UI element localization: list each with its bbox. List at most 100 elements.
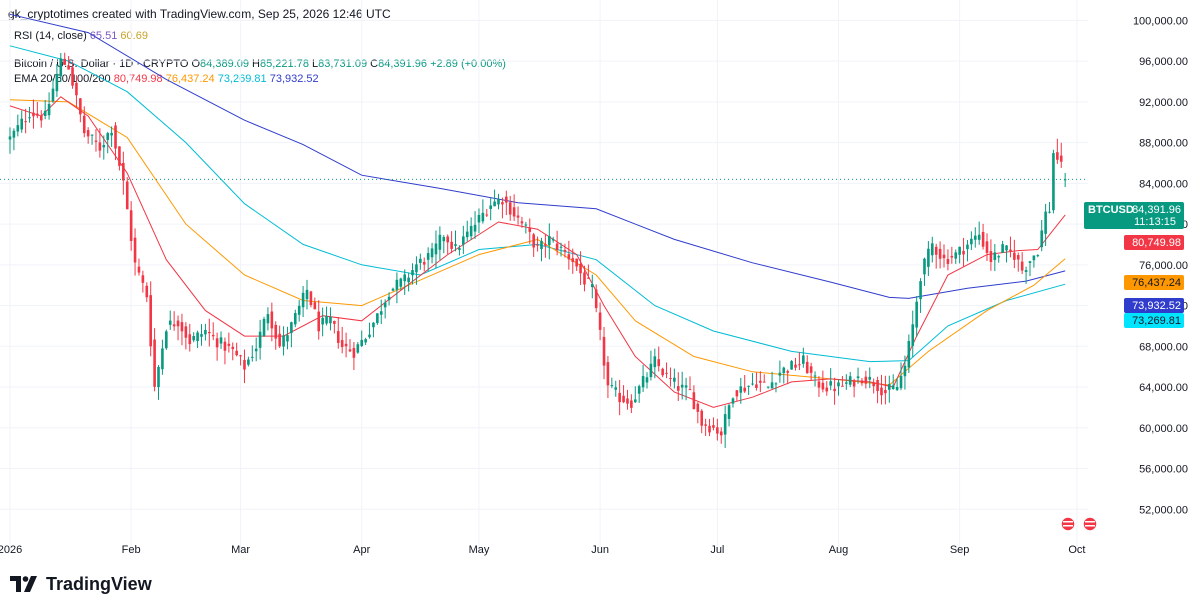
candle[interactable] xyxy=(544,234,547,258)
candle[interactable] xyxy=(399,277,403,290)
candle[interactable] xyxy=(383,299,387,319)
candle[interactable] xyxy=(473,211,477,239)
candle[interactable] xyxy=(1028,260,1032,277)
candle[interactable] xyxy=(747,385,750,395)
x-axis[interactable]: 2026 Feb Mar Apr May Jun Jul Aug Sep Oct xyxy=(0,544,1085,556)
candle[interactable] xyxy=(293,309,297,328)
candle[interactable] xyxy=(696,402,700,424)
candle[interactable] xyxy=(290,321,293,348)
candle[interactable] xyxy=(313,297,317,310)
candle[interactable] xyxy=(575,258,578,271)
candle[interactable] xyxy=(258,319,262,360)
candle[interactable] xyxy=(645,372,649,389)
candle[interactable] xyxy=(180,313,184,346)
candle[interactable] xyxy=(954,249,958,264)
candle[interactable] xyxy=(122,151,125,195)
candle[interactable] xyxy=(548,223,551,260)
candle[interactable] xyxy=(82,106,86,138)
candle[interactable] xyxy=(442,235,446,254)
candle[interactable] xyxy=(114,122,117,161)
candle[interactable] xyxy=(657,346,661,372)
candle[interactable] xyxy=(700,409,704,434)
candle[interactable] xyxy=(864,370,868,389)
candle[interactable] xyxy=(356,342,360,354)
candle[interactable] xyxy=(63,52,67,66)
candle[interactable] xyxy=(274,321,278,350)
candle[interactable] xyxy=(993,244,997,272)
candle[interactable] xyxy=(129,201,133,251)
candle[interactable] xyxy=(911,310,915,358)
candle[interactable] xyxy=(962,237,965,267)
candle[interactable] xyxy=(395,272,399,304)
ema-legend[interactable]: EMA 20/50/100/200 80,749.98 76,437.24 73… xyxy=(14,73,319,85)
candle[interactable] xyxy=(559,242,563,257)
candle[interactable] xyxy=(47,92,51,120)
candle[interactable] xyxy=(790,360,793,370)
candle[interactable] xyxy=(254,337,258,362)
candle[interactable] xyxy=(524,221,528,234)
candle[interactable] xyxy=(336,316,340,349)
candle[interactable] xyxy=(278,325,281,348)
candle[interactable] xyxy=(551,236,555,243)
candle[interactable] xyxy=(1059,142,1063,168)
candle[interactable] xyxy=(590,274,594,299)
candle[interactable] xyxy=(28,106,31,123)
tradingview-logo[interactable]: TradingView xyxy=(10,572,152,596)
candle[interactable] xyxy=(989,239,993,271)
candle[interactable] xyxy=(301,286,305,317)
candle[interactable] xyxy=(907,334,911,373)
candle[interactable] xyxy=(458,245,461,256)
candle[interactable] xyxy=(970,231,973,251)
candle[interactable] xyxy=(739,378,743,404)
candle[interactable] xyxy=(845,374,848,390)
candle[interactable] xyxy=(676,372,680,401)
candle[interactable] xyxy=(805,355,809,374)
candle[interactable] xyxy=(1052,149,1055,214)
candle[interactable] xyxy=(899,362,903,391)
candle[interactable] xyxy=(379,299,383,325)
candle[interactable] xyxy=(727,403,731,427)
candle[interactable] xyxy=(934,243,938,269)
candle[interactable] xyxy=(766,386,770,389)
candle[interactable] xyxy=(344,332,348,358)
candle[interactable] xyxy=(168,310,172,330)
candle[interactable] xyxy=(762,374,766,383)
candle[interactable] xyxy=(125,177,129,210)
candle[interactable] xyxy=(32,99,35,129)
candle[interactable] xyxy=(587,264,590,279)
candle[interactable] xyxy=(450,231,453,254)
candle[interactable] xyxy=(673,368,676,389)
candle[interactable] xyxy=(919,278,922,313)
candle[interactable] xyxy=(708,418,711,437)
candle[interactable] xyxy=(192,332,195,343)
candle[interactable] xyxy=(895,378,899,392)
candle[interactable] xyxy=(813,371,817,387)
candle[interactable] xyxy=(438,226,442,260)
candle[interactable] xyxy=(176,315,180,341)
candle[interactable] xyxy=(419,253,422,270)
candle[interactable] xyxy=(606,356,610,399)
candle[interactable] xyxy=(137,258,141,276)
candle[interactable] xyxy=(571,248,575,274)
candle[interactable] xyxy=(407,272,410,292)
candle[interactable] xyxy=(1032,255,1036,268)
candle[interactable] xyxy=(430,242,434,264)
candle[interactable] xyxy=(8,127,12,154)
candle[interactable] xyxy=(653,348,657,379)
candle[interactable] xyxy=(215,332,219,361)
candle[interactable] xyxy=(981,223,985,250)
candle[interactable] xyxy=(497,193,500,210)
candle[interactable] xyxy=(802,347,805,368)
candle[interactable] xyxy=(454,230,457,252)
candle[interactable] xyxy=(67,56,70,70)
candle[interactable] xyxy=(1013,239,1016,269)
candle[interactable] xyxy=(755,372,758,391)
candle[interactable] xyxy=(360,330,364,348)
candle[interactable] xyxy=(872,378,875,394)
candle[interactable] xyxy=(520,216,524,228)
candle[interactable] xyxy=(512,194,516,221)
candle[interactable] xyxy=(411,263,414,285)
candle[interactable] xyxy=(118,146,121,171)
candle[interactable] xyxy=(94,129,98,152)
candle[interactable] xyxy=(485,209,489,217)
